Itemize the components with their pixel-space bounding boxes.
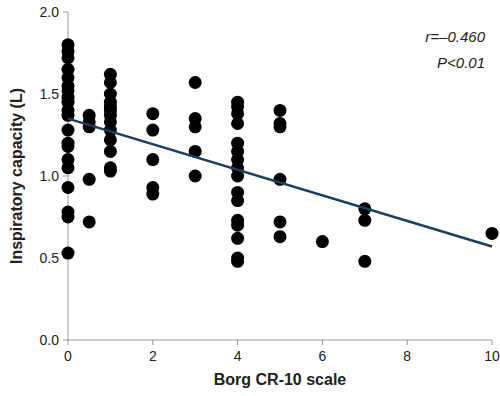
point xyxy=(189,120,202,133)
x-tick xyxy=(68,340,69,345)
x-axis-title: Borg CR-10 scale xyxy=(214,371,347,388)
chart: 0.0 0.5 1.0 1.5 2.0 0 2 4 6 8 10 Borg CR-10 scale In… xyxy=(0,0,500,396)
point xyxy=(146,107,159,120)
point xyxy=(231,232,244,245)
x-tick xyxy=(237,340,238,345)
point xyxy=(231,219,244,232)
y-tick-label: 0.0 xyxy=(40,332,60,348)
x-tick-label: 8 xyxy=(403,348,411,364)
y-tick xyxy=(63,340,68,341)
x-tick-label: 10 xyxy=(484,348,500,364)
x-tick-label: 6 xyxy=(319,348,327,364)
y-tick-label: 0.5 xyxy=(40,250,60,266)
trendline xyxy=(68,119,492,247)
point xyxy=(274,215,287,228)
point xyxy=(231,117,244,130)
x-tick xyxy=(152,340,153,345)
y-tick xyxy=(63,12,68,13)
x-tick xyxy=(407,340,408,345)
point xyxy=(231,255,244,268)
point xyxy=(189,170,202,183)
x-tick-label: 2 xyxy=(149,348,157,364)
plot-area xyxy=(62,38,499,267)
y-tick-label: 1.0 xyxy=(40,168,60,184)
point xyxy=(83,215,96,228)
point xyxy=(358,214,371,227)
annotation: r=–0.460 xyxy=(425,28,485,45)
x-tick-label: 0 xyxy=(64,348,72,364)
x-tick-label: 4 xyxy=(234,348,242,364)
point xyxy=(62,211,75,224)
point xyxy=(62,51,75,64)
point xyxy=(274,230,287,243)
point xyxy=(104,165,117,178)
point xyxy=(62,181,75,194)
point xyxy=(486,227,499,240)
point xyxy=(62,140,75,153)
point xyxy=(104,133,117,146)
y-tick-label: 2.0 xyxy=(40,4,60,20)
page: {"chart_data": { "type": "scatter", "x_l… xyxy=(0,0,500,396)
point xyxy=(104,76,117,89)
y-tick-label: 1.5 xyxy=(40,86,60,102)
point xyxy=(146,188,159,201)
point xyxy=(146,124,159,137)
x-axis xyxy=(68,340,492,341)
point xyxy=(274,104,287,117)
point xyxy=(231,194,244,207)
annotation: P<0.01 xyxy=(437,54,485,71)
point xyxy=(316,235,329,248)
point xyxy=(189,76,202,89)
x-tick xyxy=(492,340,493,345)
point xyxy=(83,173,96,186)
point xyxy=(62,124,75,137)
y-tick xyxy=(63,176,68,177)
point xyxy=(274,120,287,133)
point xyxy=(62,247,75,260)
point xyxy=(62,161,75,174)
point xyxy=(146,153,159,166)
y-axis-title: Inspiratory capacity (L) xyxy=(8,88,25,264)
x-tick xyxy=(322,340,323,345)
point xyxy=(358,255,371,268)
point xyxy=(104,145,117,158)
